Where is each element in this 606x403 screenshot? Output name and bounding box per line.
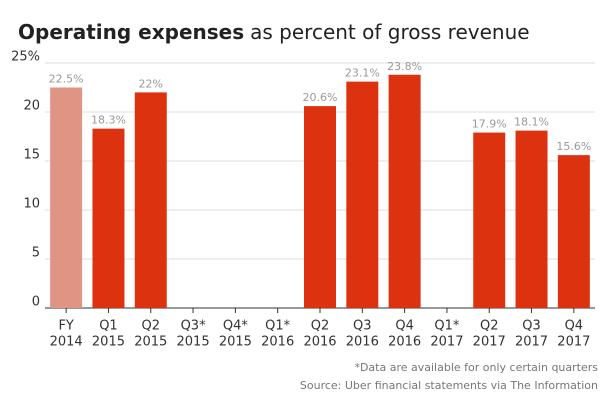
value-label: 22.5% [49,73,84,86]
value-label: 23.1% [345,67,380,80]
y-tick-label: 10 [23,197,40,212]
value-label: 18.1% [514,116,549,129]
title-rest: as percent of gross revenue [250,20,529,44]
x-tick-label: Q3 [353,319,372,334]
x-tick-label: 2017 [557,335,590,350]
x-tick-label: 2017 [430,335,463,350]
y-tick-label: 15 [23,148,40,163]
value-label: 15.6% [556,140,591,153]
x-tick-label: Q1* [434,319,460,334]
x-tick-label: 2016 [303,335,336,350]
x-tick-label: 2016 [261,335,294,350]
x-tick-label: Q2 [311,319,330,334]
bar [346,81,379,309]
bar [388,74,421,308]
x-tick-label: 2016 [388,335,421,350]
bar [515,130,548,308]
source: Source: Uber financial statements via Th… [300,379,598,392]
x-tick-label: Q4* [223,319,249,334]
x-tick-label: Q2 [480,319,499,334]
x-tick-label: 2015 [177,335,210,350]
y-tick-label: 0 [32,295,40,310]
x-tick-label: 2017 [515,335,548,350]
value-label: 17.9% [472,118,507,131]
bar [134,92,167,309]
y-tick-label: 20 [23,99,40,114]
value-label: 22% [139,77,163,90]
bar [557,155,590,308]
footnote: *Data are available for only certain qua… [354,361,598,374]
x-tick-label: 2015 [134,335,167,350]
title-bold: Operating expenses [18,20,244,44]
value-label: 23.8% [387,60,422,73]
bar [473,132,506,308]
x-tick-label: 2017 [473,335,506,350]
x-tick-label: Q4 [565,319,584,334]
x-tick-label: Q4 [395,319,414,334]
bar [50,87,83,308]
bar [304,106,336,309]
x-tick-label: Q2 [142,319,161,334]
x-tick-label: 2015 [219,335,252,350]
value-label: 20.6% [303,91,338,104]
x-tick-label: Q1 [99,319,118,334]
y-tick-label: 25% [11,50,40,65]
x-tick-label: 2014 [50,335,83,350]
x-tick-label: 2016 [346,335,379,350]
y-tick-label: 5 [32,246,40,261]
chart-title: Operating expenses as percent of gross re… [18,20,530,44]
x-tick-label: FY [58,319,73,334]
x-tick-label: 2015 [92,335,125,350]
bar [92,128,125,308]
x-tick-label: Q3* [181,319,207,334]
x-tick-label: Q3 [522,319,541,334]
x-tick-label: Q1* [265,319,291,334]
value-label: 18.3% [91,114,126,127]
